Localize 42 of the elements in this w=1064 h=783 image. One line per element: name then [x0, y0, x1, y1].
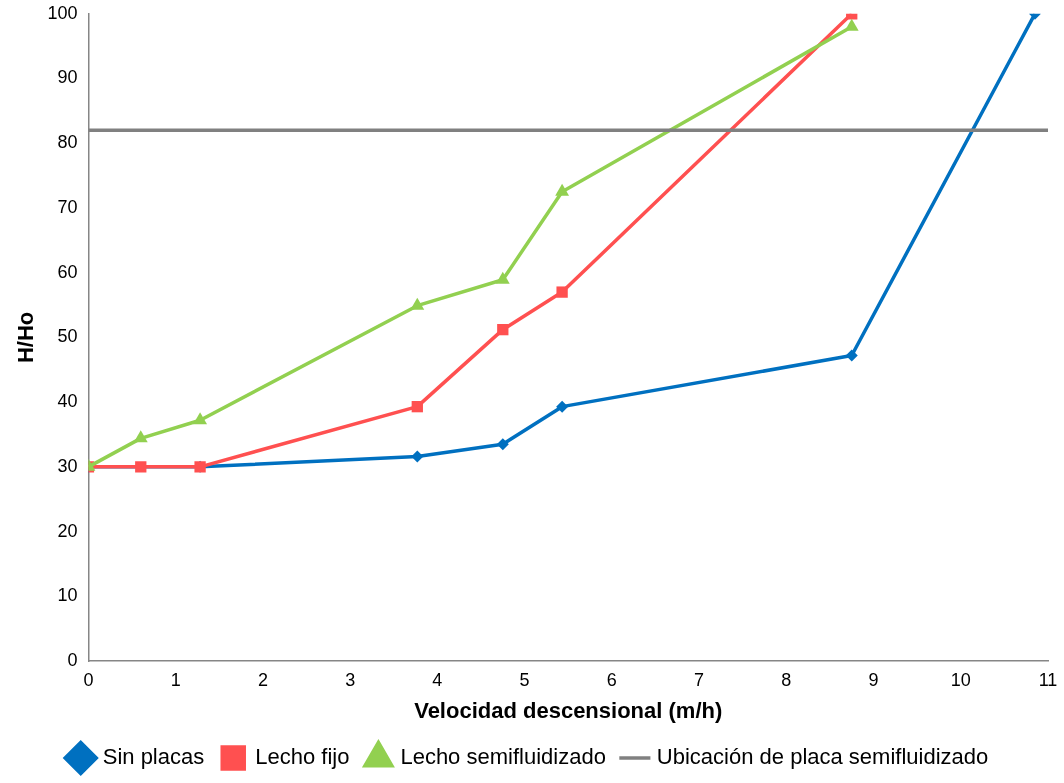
y-tick-label: 40 [57, 391, 78, 412]
x-tick-label: 11 [1038, 669, 1058, 690]
point [556, 286, 568, 298]
point [410, 297, 425, 310]
point [555, 183, 570, 196]
x-tick-label: 4 [432, 669, 443, 690]
point [497, 323, 509, 336]
y-tick-label: 60 [57, 261, 78, 282]
x-tick-label: 7 [694, 669, 705, 690]
x-tick-label: 2 [257, 669, 268, 690]
x-tick-label: 8 [781, 669, 792, 690]
y-tick-label: 70 [57, 196, 78, 217]
point [496, 438, 509, 451]
point [135, 461, 147, 473]
x-tick-label: 1 [170, 669, 181, 690]
x-tick-label: 6 [606, 669, 617, 690]
point [495, 271, 510, 284]
y-tick-label: 30 [57, 455, 78, 476]
y-axis-title: H/Ho [13, 311, 39, 364]
y-tick-label: 50 [57, 326, 78, 347]
x-tick-label: 9 [868, 669, 879, 690]
y-tick-label: 90 [57, 67, 78, 88]
legend-label: Lecho semifluidizado [400, 744, 606, 770]
x-tick-label: 5 [519, 669, 530, 690]
y-tick-label: 80 [57, 132, 78, 153]
point [193, 412, 208, 425]
point [411, 400, 423, 413]
x-tick-label: 10 [950, 669, 971, 690]
point [556, 400, 569, 413]
y-tick-label: 20 [57, 520, 78, 541]
y-tick-label: 100 [47, 2, 78, 23]
point [133, 430, 148, 443]
legend-label: Sin placas [102, 744, 205, 770]
point [844, 18, 859, 31]
legend-label: Lecho fijo [255, 744, 350, 770]
x-tick-label: 3 [345, 669, 356, 690]
y-tick-label: 0 [67, 649, 78, 670]
point [845, 349, 858, 362]
y-tick-label: 10 [57, 585, 78, 606]
x-axis-title: Velocidad descensional (m/h) [414, 697, 723, 723]
legend-label: Ubicación de placa semifluidizado [656, 744, 989, 770]
x-tick-label: 0 [83, 669, 94, 690]
